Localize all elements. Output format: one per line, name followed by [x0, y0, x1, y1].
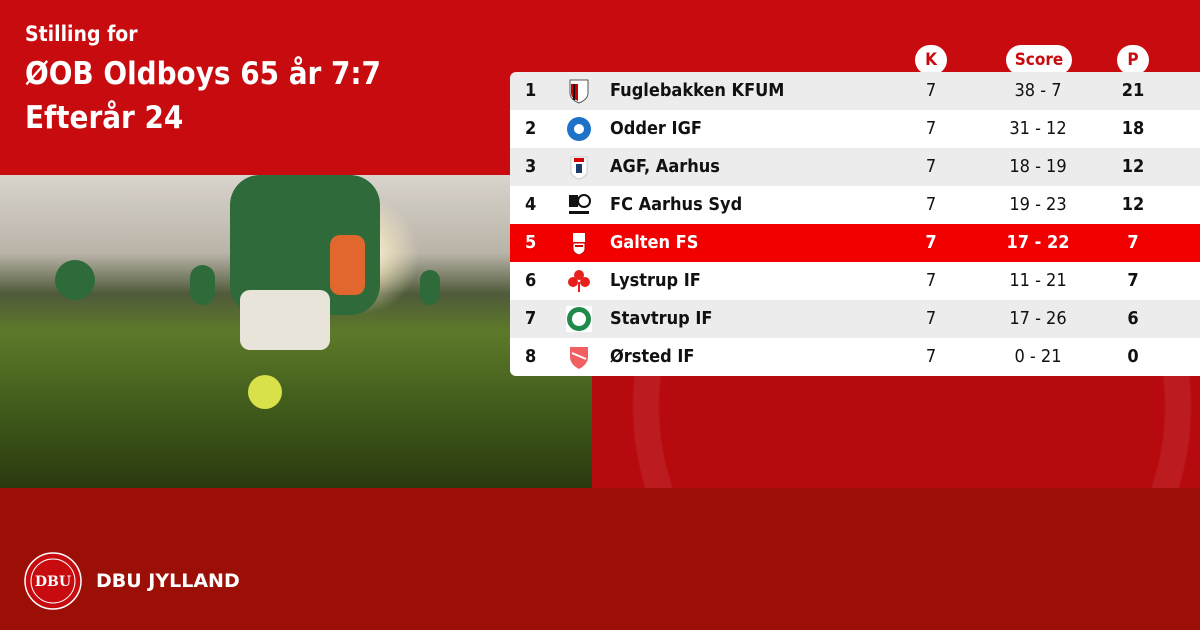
matches-played: 7 [925, 80, 937, 101]
matches-played: 7 [925, 270, 937, 291]
table-row: 6 Lystrup IF 7 11 - 21 7 [510, 262, 1200, 300]
team-logo-icon [566, 268, 592, 294]
team-logo-icon [566, 78, 592, 104]
title-line2: Efterår 24 [25, 100, 184, 136]
page-title: Stilling for ØOB Oldboys 65 år 7:7 Efter… [25, 22, 381, 140]
team-name: Ørsted IF [610, 346, 695, 367]
matches-played: 7 [925, 156, 937, 177]
matches-played: 7 [925, 232, 937, 253]
svg-text:DBU: DBU [35, 574, 71, 590]
rank: 1 [525, 80, 537, 101]
footer: DBU DBU JYLLAND [24, 552, 240, 610]
team-name: Stavtrup IF [610, 308, 713, 329]
column-header-score: Score [1006, 45, 1072, 75]
rank: 5 [525, 232, 537, 253]
dbu-logo-icon: DBU [24, 552, 82, 610]
rank: 6 [525, 270, 537, 291]
team-logo-icon [566, 116, 592, 142]
football-photo [0, 175, 592, 488]
table-row: 2 Odder IGF 7 31 - 12 18 [510, 110, 1200, 148]
title-subtitle: Stilling for [25, 22, 138, 46]
team-name: AGF, Aarhus [610, 156, 720, 177]
points: 6 [1127, 308, 1139, 329]
table-row: 1 Fuglebakken KFUM 7 38 - 7 21 [510, 72, 1200, 110]
matches-played: 7 [925, 194, 937, 215]
goal-score: 38 - 7 [1014, 80, 1062, 101]
rank: 2 [525, 118, 537, 139]
table-row: 4 FC Aarhus Syd 7 19 - 23 12 [510, 186, 1200, 224]
goal-score: 17 - 26 [1009, 308, 1067, 329]
table-row: 3 AGF, Aarhus 7 18 - 19 12 [510, 148, 1200, 186]
team-logo-icon [566, 192, 592, 218]
points: 21 [1121, 80, 1145, 101]
rank: 4 [525, 194, 537, 215]
goal-score: 19 - 23 [1009, 194, 1067, 215]
team-name: Fuglebakken KFUM [610, 80, 785, 101]
team-logo-icon [566, 344, 592, 370]
rank: 8 [525, 346, 537, 367]
points: 7 [1127, 232, 1139, 253]
goal-score: 11 - 21 [1009, 270, 1067, 291]
table-row: 8 Ørsted IF 7 0 - 21 0 [510, 338, 1200, 376]
dbu-watermark [592, 376, 1200, 488]
goal-score: 31 - 12 [1009, 118, 1067, 139]
table-row: 5 Galten FS 7 17 - 22 7 [510, 224, 1200, 262]
rank: 3 [525, 156, 537, 177]
rank: 7 [525, 308, 537, 329]
team-name: Odder IGF [610, 118, 702, 139]
column-header-k: K [915, 45, 947, 75]
team-logo-icon [566, 230, 592, 256]
matches-played: 7 [925, 308, 937, 329]
goal-score: 17 - 22 [1006, 232, 1070, 253]
goal-score: 18 - 19 [1009, 156, 1067, 177]
table-row: 7 Stavtrup IF 7 17 - 26 6 [510, 300, 1200, 338]
team-name: FC Aarhus Syd [610, 194, 743, 215]
matches-played: 7 [925, 118, 937, 139]
team-logo-icon [566, 154, 592, 180]
column-header-p: P [1117, 45, 1149, 75]
points: 12 [1121, 194, 1145, 215]
team-name: Galten FS [610, 232, 699, 253]
matches-played: 7 [925, 346, 937, 367]
team-logo-icon [566, 306, 592, 332]
goal-score: 0 - 21 [1014, 346, 1062, 367]
org-name: DBU JYLLAND [96, 570, 240, 592]
points: 12 [1121, 156, 1145, 177]
title-line1: ØOB Oldboys 65 år 7:7 [25, 56, 381, 92]
standings-table: 1 Fuglebakken KFUM 7 38 - 7 21 2 Odder IG… [510, 72, 1200, 376]
team-name: Lystrup IF [610, 270, 701, 291]
points: 7 [1127, 270, 1139, 291]
points: 0 [1127, 346, 1139, 367]
points: 18 [1121, 118, 1145, 139]
